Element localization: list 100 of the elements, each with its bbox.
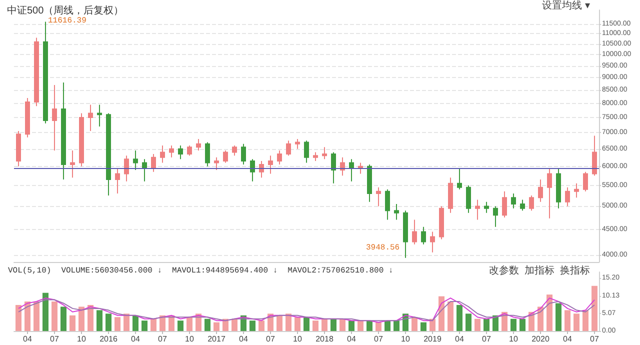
annotation: MAVOL1:944895694.400 ↓ [172, 266, 278, 276]
bar [420, 322, 426, 331]
bar [520, 318, 526, 331]
candlestick [340, 156, 345, 176]
candlestick [250, 158, 255, 182]
x-tick-label: 07 [50, 334, 60, 344]
bar [132, 315, 138, 331]
candlestick [322, 146, 327, 160]
annotation: VOL(5,10) [8, 266, 52, 276]
bar [430, 318, 436, 331]
bar [124, 314, 130, 331]
candlestick [520, 199, 525, 212]
candlestick [286, 140, 291, 156]
x-tick-label: 10 [509, 334, 518, 344]
bar [294, 317, 300, 331]
x-tick-label: 04 [239, 334, 248, 344]
candlestick [412, 219, 417, 245]
x-tick-label: 04 [563, 334, 572, 344]
bar [394, 320, 400, 331]
x-tick-label: 2016 [100, 334, 118, 344]
candlestick [88, 104, 93, 132]
bar [438, 296, 444, 331]
bar [78, 306, 84, 331]
candlestick [205, 142, 210, 167]
candlestick [376, 186, 381, 207]
bar [556, 303, 562, 331]
candlestick [34, 37, 39, 107]
bar [52, 302, 58, 331]
candlestick [142, 158, 147, 182]
candlestick [538, 178, 543, 202]
candlestick [439, 206, 444, 240]
bar [592, 286, 598, 331]
candlestick [547, 168, 552, 219]
candlestick [502, 190, 507, 218]
bar [510, 318, 516, 331]
candlestick [61, 82, 66, 180]
candlestick [106, 112, 111, 196]
candlestick [493, 206, 498, 228]
bar [106, 314, 112, 331]
candlestick [304, 140, 309, 164]
candlestick [556, 168, 561, 209]
candlestick [529, 195, 534, 212]
bar [24, 302, 30, 331]
bar [448, 302, 454, 331]
x-tick-label: 07 [590, 334, 600, 344]
bar [538, 306, 544, 331]
bar [250, 320, 256, 331]
chart-title: 中证500（周线，后复权） [7, 4, 124, 16]
candlestick [25, 98, 30, 138]
bar [114, 317, 120, 331]
annotation: 改参数 加指标 换指标 [488, 264, 590, 276]
bar [564, 310, 570, 331]
candlestick [466, 184, 471, 214]
bar [60, 306, 66, 331]
bar [384, 320, 390, 331]
x-tick-label: 10 [77, 334, 86, 344]
bar [574, 314, 580, 331]
bar [286, 314, 292, 331]
candlestick [511, 192, 516, 209]
candlestick [484, 201, 489, 214]
bar [258, 320, 264, 331]
bar [466, 314, 472, 331]
bar [70, 315, 76, 331]
candlestick [277, 150, 282, 166]
x-tick-label: 2018 [316, 334, 334, 344]
bar [348, 320, 354, 331]
bar [204, 318, 210, 331]
x-tick-label: 2020 [532, 334, 550, 344]
bar [178, 320, 184, 331]
x-tick-label: 07 [266, 334, 276, 344]
candlestick [421, 226, 426, 245]
candlestick [331, 152, 336, 184]
x-tick-label: 2017 [208, 334, 226, 344]
x-tick-label: 07 [482, 334, 492, 344]
candlestick [43, 21, 48, 124]
candlestick [457, 168, 462, 190]
candlestick [223, 150, 228, 164]
bar [232, 318, 238, 331]
candlestick [358, 162, 363, 174]
x-tick-label: 07 [374, 334, 384, 344]
candlestick [196, 138, 201, 152]
bar [96, 310, 102, 331]
bar [186, 317, 192, 331]
candlestick [349, 158, 354, 182]
candlestick [574, 182, 579, 198]
bar [214, 322, 220, 331]
candlestick [565, 186, 570, 207]
candlestick [583, 171, 588, 192]
candlestick [385, 188, 390, 220]
annotation: VOLUME:56030456.000 ↓ [61, 266, 162, 276]
x-tick-label: 07 [158, 334, 168, 344]
candlestick [115, 168, 120, 194]
candlestick [448, 177, 453, 214]
bar [474, 318, 480, 331]
candlestick [178, 144, 183, 160]
bar [330, 318, 336, 331]
candlestick [52, 84, 57, 152]
bar [322, 318, 328, 331]
x-tick-label: 04 [347, 334, 356, 344]
candlestick [295, 138, 300, 150]
